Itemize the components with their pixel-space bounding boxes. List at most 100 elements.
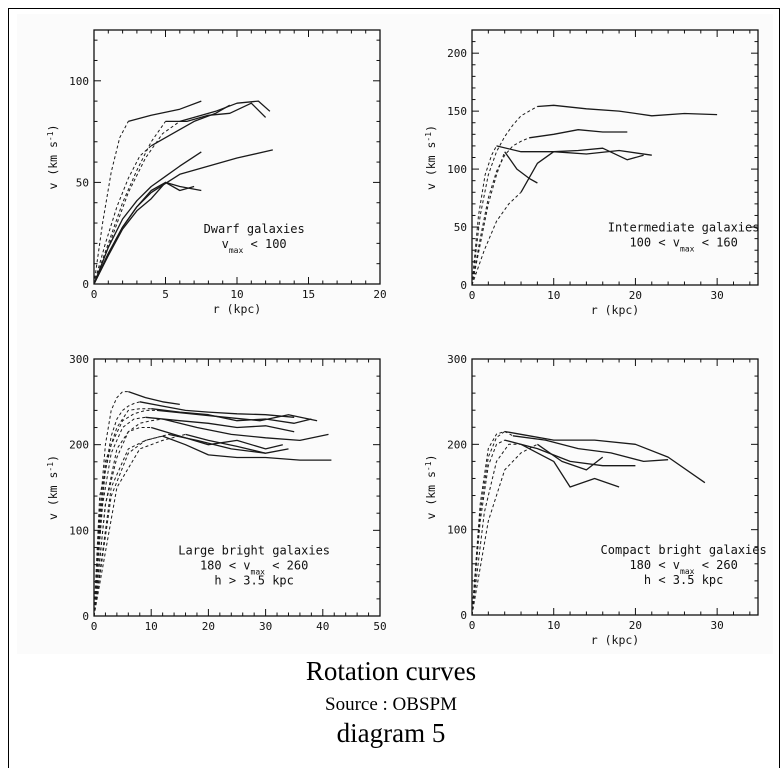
y-tick-label: 0 — [460, 609, 467, 622]
rotation-curve-3-16 — [162, 435, 332, 461]
rotation-curve-1-2 — [128, 100, 202, 123]
rotation-curve-4-3 — [471, 431, 514, 616]
rotation-curve-2-2 — [537, 104, 718, 117]
rotation-curve-3-8 — [156, 409, 318, 422]
rotation-curve-1-10 — [93, 181, 195, 285]
panel-note-line: h < 3.5 kpc — [644, 573, 723, 587]
rotation-curve-1-4 — [165, 102, 267, 123]
y-tick-label: 100 — [69, 75, 89, 88]
y-tick-label: 0 — [82, 278, 89, 291]
rotation-panel-1: 0 5 10 15 20 0 50 100 r (kpc) v (km s-1) Dwarf gal… — [46, 29, 387, 316]
y-tick-label: 0 — [82, 610, 89, 623]
y-tick-label: 50 — [76, 176, 89, 189]
rotation-curve-2-7 — [471, 151, 506, 286]
rotation-curve-1-12 — [93, 149, 273, 285]
y-tick-label: 100 — [69, 524, 89, 537]
x-tick-label: 0 — [469, 619, 476, 632]
x-tick-label: 10 — [230, 288, 243, 301]
caption-title: Rotation curves — [305, 656, 477, 686]
rotation-curve-3-1 — [93, 391, 129, 617]
figure-frame — [8, 8, 780, 768]
y-tick-label: 200 — [447, 438, 467, 451]
x-tick-label: 30 — [711, 289, 724, 302]
y-tick-label: 150 — [447, 105, 467, 118]
x-tick-label: 40 — [316, 620, 329, 633]
y-axis-label: v (km s-1) — [46, 124, 61, 189]
rotation-curve-3-15 — [93, 435, 163, 617]
rotation-curve-1-7 — [93, 145, 152, 285]
rotation-curves-figure: 0 5 10 15 20 0 50 100 r (kpc) v (km s-1) Dwarf gal… — [17, 14, 773, 654]
x-tick-label: 10 — [547, 289, 560, 302]
rotation-curve-2-5 — [471, 145, 497, 286]
x-tick-label: 15 — [302, 288, 315, 301]
x-tick-label: 10 — [145, 620, 158, 633]
rotation-curve-2-9 — [471, 191, 522, 286]
rotation-curve-4-7 — [471, 443, 521, 616]
rotation-curve-3-6 — [151, 408, 312, 424]
rotation-curve-1-9 — [93, 151, 202, 285]
y-tick-label: 100 — [447, 524, 467, 537]
rotation-curve-4-4 — [512, 435, 669, 463]
rotation-curve-3-14 — [151, 426, 283, 450]
caption-diagram: diagram 5 — [336, 718, 446, 748]
rotation-curve-1-8 — [150, 104, 231, 147]
x-tick-label: 0 — [469, 289, 476, 302]
x-tick-label: 50 — [373, 620, 386, 633]
rotation-curve-3-7 — [93, 409, 157, 617]
rotation-curve-3-3 — [93, 401, 140, 617]
rotation-curve-1-11 — [93, 181, 202, 285]
rotation-curve-2-1 — [471, 106, 538, 286]
rotation-curve-4-5 — [471, 439, 505, 616]
plot-frame — [93, 358, 381, 617]
y-tick-label: 300 — [69, 353, 89, 366]
y-axis-label: v (km s-1) — [424, 454, 439, 519]
panel-note-line: Intermediate galaxies — [608, 220, 760, 234]
x-axis-label: r (kpc) — [591, 633, 639, 647]
rotation-curve-1-1 — [93, 121, 129, 285]
panel-note-line: vmax < 100 — [222, 237, 287, 255]
rotation-curve-4-2 — [504, 430, 706, 484]
rotation-curve-3-12 — [162, 418, 329, 442]
rotation-curve-2-10 — [520, 147, 644, 193]
rotation-curve-4-9 — [471, 443, 538, 616]
y-axis-label: v (km s-1) — [424, 125, 439, 190]
y-tick-label: 0 — [460, 279, 467, 292]
x-tick-label: 5 — [162, 288, 169, 301]
rotation-panel-3: 0 10 20 30 40 50 0 100 200 300 v (km s-1) Large bri… — [46, 353, 387, 633]
y-tick-label: 300 — [447, 353, 467, 366]
x-tick-label: 0 — [91, 288, 98, 301]
plot-frame — [471, 358, 759, 616]
x-tick-label: 20 — [629, 619, 642, 632]
panel-note-line: h > 3.5 kpc — [214, 574, 293, 588]
rotation-curve-4-8 — [520, 443, 620, 488]
rotation-curve-3-5 — [93, 408, 152, 617]
rotation-curve-3-4 — [139, 401, 295, 418]
y-tick-label: 200 — [447, 47, 467, 60]
y-tick-label: 100 — [447, 163, 467, 176]
x-axis-label: r (kpc) — [213, 302, 261, 316]
rotation-curve-2-6 — [496, 145, 652, 156]
rotation-curve-2-4 — [529, 129, 628, 139]
x-tick-label: 30 — [711, 619, 724, 632]
panel-note-line: 180 < vmax < 260 — [200, 559, 308, 577]
rotation-curve-4-6 — [504, 439, 636, 467]
panel-note-line: Large bright galaxies — [178, 544, 330, 558]
caption-source: Source : OBSPM — [325, 694, 457, 715]
rotation-curve-3-17 — [93, 433, 169, 617]
y-tick-label: 200 — [69, 439, 89, 452]
rotation-curve-3-18 — [168, 433, 266, 454]
rotation-curve-3-20 — [185, 433, 289, 454]
panel-note-line: Dwarf galaxies — [204, 222, 305, 236]
y-axis-label: v (km s-1) — [46, 455, 61, 520]
rotation-panel-2: 0 10 20 30 0 50 100 150 200 r (kpc) v (km s-1) Inte… — [424, 29, 760, 317]
x-tick-label: 20 — [629, 289, 642, 302]
rotation-curve-3-10 — [145, 416, 295, 433]
rotation-curve-2-3 — [471, 137, 530, 286]
panel-note-line: 180 < vmax < 260 — [629, 558, 737, 576]
x-tick-label: 30 — [259, 620, 272, 633]
x-tick-label: 20 — [202, 620, 215, 633]
rotation-curve-1-3 — [93, 121, 166, 285]
rotation-curve-3-13 — [93, 427, 152, 617]
